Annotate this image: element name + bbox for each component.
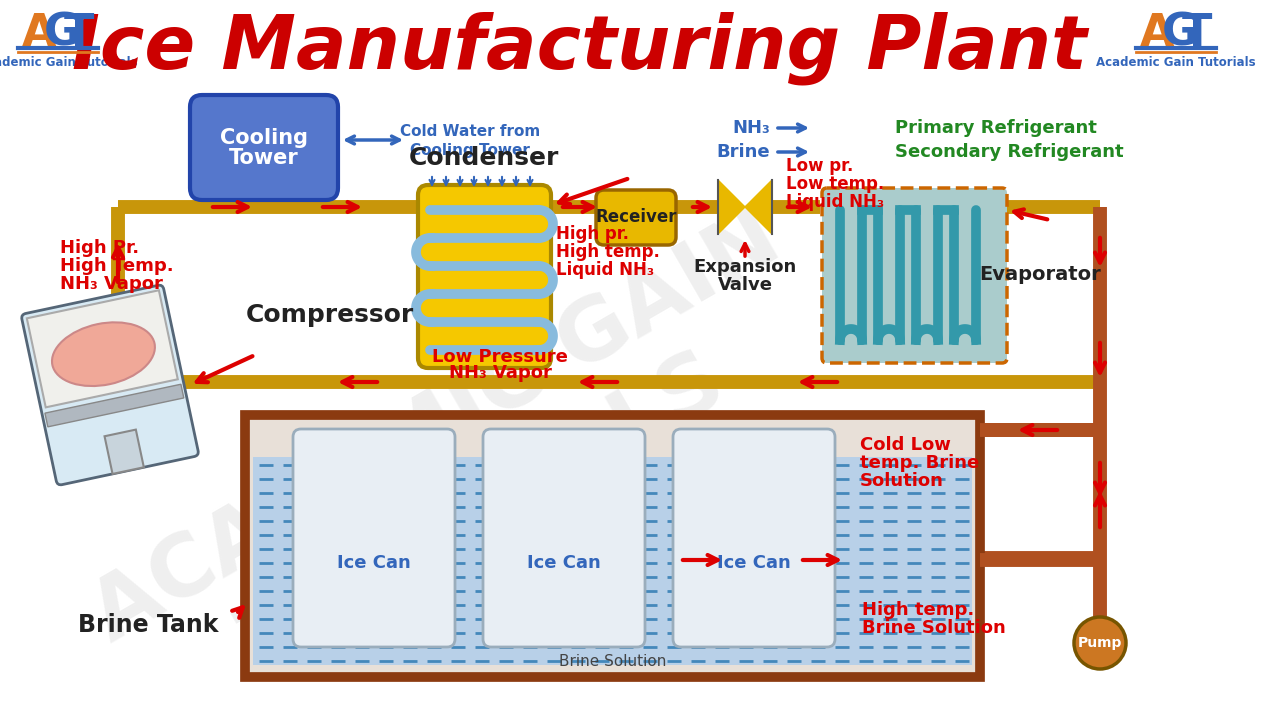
- Text: Academic Gain Tutorials: Academic Gain Tutorials: [1096, 56, 1256, 70]
- Text: Liquid NH₃: Liquid NH₃: [786, 193, 884, 211]
- Text: Brine: Brine: [717, 143, 771, 161]
- Text: NH₃ Vapor: NH₃ Vapor: [448, 364, 552, 382]
- Text: Compressor: Compressor: [246, 303, 415, 327]
- Text: ACADEMIC GAIN
TUTORIALS: ACADEMIC GAIN TUTORIALS: [78, 198, 842, 720]
- Text: High temp.: High temp.: [861, 601, 974, 619]
- Circle shape: [1074, 617, 1126, 669]
- Ellipse shape: [52, 323, 155, 386]
- Text: Condenser: Condenser: [408, 146, 559, 170]
- Text: Secondary Refrigerant: Secondary Refrigerant: [895, 143, 1124, 161]
- Text: Primary Refrigerant: Primary Refrigerant: [895, 119, 1097, 137]
- Text: Liquid NH₃: Liquid NH₃: [556, 261, 654, 279]
- Text: T: T: [64, 12, 95, 55]
- FancyBboxPatch shape: [822, 188, 1007, 363]
- Polygon shape: [718, 180, 745, 234]
- Bar: [244, 415, 980, 677]
- FancyBboxPatch shape: [596, 190, 676, 245]
- Text: NH₃ Vapor: NH₃ Vapor: [60, 275, 163, 293]
- Text: T: T: [1181, 12, 1212, 55]
- Text: temp. Brine: temp. Brine: [860, 454, 979, 472]
- Text: G: G: [44, 12, 81, 55]
- FancyBboxPatch shape: [483, 429, 645, 647]
- Text: Cooling: Cooling: [220, 128, 308, 148]
- FancyBboxPatch shape: [673, 429, 835, 647]
- Text: Ice Can: Ice Can: [717, 554, 791, 572]
- Text: Low temp.: Low temp.: [786, 175, 884, 193]
- Text: Low Pressure: Low Pressure: [433, 348, 568, 366]
- Text: A: A: [22, 12, 56, 55]
- Text: Ice Can: Ice Can: [337, 554, 411, 572]
- Text: Brine Solution: Brine Solution: [559, 654, 666, 670]
- Text: Valve: Valve: [718, 276, 773, 294]
- Text: A: A: [1140, 12, 1175, 55]
- Text: Low pr.: Low pr.: [786, 157, 854, 175]
- Text: Ice Manufacturing Plant: Ice Manufacturing Plant: [73, 12, 1088, 85]
- FancyBboxPatch shape: [22, 285, 198, 485]
- Text: Receiver: Receiver: [595, 208, 677, 226]
- Text: Tower: Tower: [229, 148, 298, 168]
- Bar: [27, 290, 178, 408]
- Bar: [253, 457, 972, 665]
- Text: NH₃: NH₃: [732, 119, 771, 137]
- Text: Cold Water from: Cold Water from: [399, 125, 540, 140]
- Text: Evaporator: Evaporator: [979, 266, 1101, 284]
- Text: Brine Tank: Brine Tank: [78, 613, 219, 637]
- Text: Solution: Solution: [860, 472, 943, 490]
- Bar: [105, 430, 143, 474]
- Text: Brine Solution: Brine Solution: [861, 619, 1006, 637]
- Text: Expansion: Expansion: [694, 258, 796, 276]
- Polygon shape: [745, 180, 772, 234]
- FancyBboxPatch shape: [293, 429, 454, 647]
- Text: Cold Low: Cold Low: [860, 436, 951, 454]
- Text: Academic Gain Tutorials: Academic Gain Tutorials: [0, 56, 138, 70]
- Text: Cooling Tower: Cooling Tower: [410, 143, 530, 158]
- Text: High temp.: High temp.: [556, 243, 660, 261]
- Text: Ice Can: Ice Can: [527, 554, 600, 572]
- FancyBboxPatch shape: [189, 95, 338, 200]
- Bar: [45, 384, 184, 427]
- Text: High Temp.: High Temp.: [60, 257, 174, 275]
- Text: Pump: Pump: [1078, 636, 1123, 650]
- FancyBboxPatch shape: [419, 185, 550, 368]
- Text: High Pr.: High Pr.: [60, 239, 140, 257]
- Text: High pr.: High pr.: [556, 225, 628, 243]
- Text: G: G: [1162, 12, 1198, 55]
